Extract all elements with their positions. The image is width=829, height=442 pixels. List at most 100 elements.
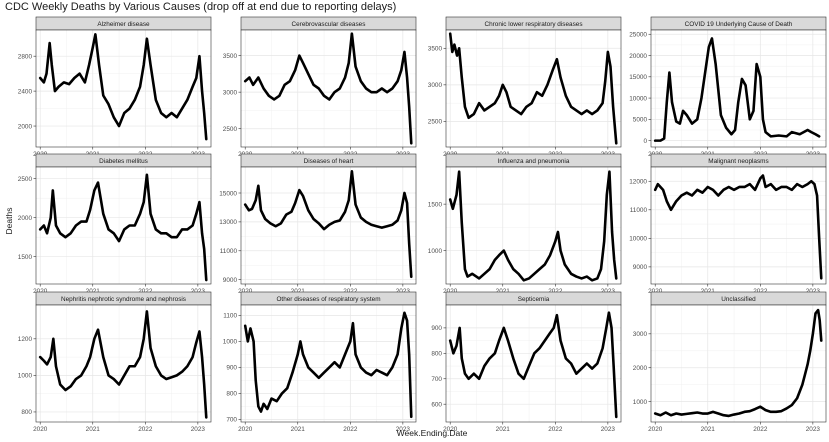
y-tick-label: 3000: [223, 89, 238, 96]
y-tick-label: 10000: [629, 236, 647, 243]
y-tick-label: 0: [643, 138, 647, 145]
x-tick-label: 2021: [291, 426, 306, 433]
x-tick-label: 2023: [601, 288, 616, 295]
panel-diseases-of-heart: Diseases of heart 9000 11000 13000 15000 2020…: [219, 153, 417, 295]
panel-background: [36, 305, 211, 422]
y-tick-label: 800: [226, 391, 237, 398]
y-tick-label: 1200: [18, 336, 33, 343]
y-tick-label: 9000: [223, 277, 238, 284]
panel-covid-19-underlying-cause-of-death: COVID 19 Underlying Cause of Death 0 5000 1…: [629, 16, 827, 158]
x-tick-label: 2023: [191, 426, 206, 433]
y-tick-label: 3000: [428, 82, 443, 89]
panel-border: [445, 166, 622, 285]
strip-label: Nephritis nephrotic syndrome and nephros…: [61, 296, 186, 303]
panel-other-diseases-of-respiratory-system: Other diseases of respiratory system 700 8…: [223, 291, 417, 433]
y-tick-label: 25000: [629, 32, 647, 39]
panel-background: [446, 167, 621, 284]
y-tick-label: 2000: [18, 123, 33, 130]
y-tick-label: 1500: [18, 254, 33, 261]
series-line: [448, 311, 618, 419]
x-tick-label: 2023: [191, 288, 206, 295]
panel-chronic-lower-respiratory-diseases: Chronic lower respiratory diseases 2500 30…: [428, 16, 622, 158]
panel-background: [36, 30, 211, 147]
series-line: [653, 308, 823, 418]
strip-label: Septicemia: [518, 296, 550, 303]
series-line: [448, 170, 618, 282]
panel-alzheimer-disease: Alzheimer disease20002400280020202021202…: [18, 16, 212, 158]
y-axis-title: Deaths: [4, 208, 14, 235]
y-tick-label: 1000: [633, 399, 648, 406]
y-tick-label: 10000: [629, 95, 647, 102]
x-tick-label: 2023: [806, 426, 821, 433]
x-tick-label: 2020: [238, 426, 253, 433]
x-tick-label: 2020: [443, 288, 458, 295]
x-tick-label: 2022: [753, 426, 768, 433]
panel-border: [240, 29, 417, 148]
strip-label: Cerebrovascular diseases: [292, 21, 366, 28]
x-tick-label: 2022: [753, 288, 768, 295]
panel-cerebrovascular-diseases: Cerebrovascular diseases2500300035002020…: [223, 16, 417, 158]
panel-border: [650, 166, 827, 285]
y-tick-label: 15000: [219, 190, 237, 197]
panel-background: [446, 305, 621, 422]
panel-border: [650, 304, 827, 423]
series-line: [38, 33, 208, 141]
x-tick-label: 2023: [396, 426, 411, 433]
x-tick-label: 2021: [86, 426, 101, 433]
y-tick-label: 700: [226, 417, 237, 424]
y-tick-label: 9000: [633, 264, 648, 271]
y-tick-label: 3500: [223, 53, 238, 60]
x-tick-label: 2023: [601, 426, 616, 433]
y-tick-label: 15000: [629, 74, 647, 81]
y-tick-label: 800: [21, 409, 32, 416]
panel-border: [35, 29, 212, 148]
x-tick-label: 2022: [138, 288, 153, 295]
x-tick-label: 2023: [806, 288, 821, 295]
panel-background: [446, 30, 621, 147]
y-tick-label: 800: [431, 351, 442, 358]
x-tick-label: 2021: [701, 426, 716, 433]
x-tick-label: 2020: [238, 288, 253, 295]
x-tick-label: 2022: [343, 426, 358, 433]
panel-border: [650, 29, 827, 148]
y-tick-label: 2500: [428, 119, 443, 126]
y-tick-label: 2000: [18, 215, 33, 222]
x-tick-label: 2021: [496, 426, 511, 433]
y-tick-label: 900: [431, 325, 442, 332]
x-tick-label: 2021: [701, 288, 716, 295]
panel-border: [35, 304, 212, 423]
panel-background: [36, 167, 211, 284]
strip-label: Other diseases of respiratory system: [276, 296, 380, 303]
y-tick-label: 13000: [219, 219, 237, 226]
strip-label: Diabetes mellitus: [99, 158, 148, 165]
x-tick-label: 2020: [648, 426, 663, 433]
y-tick-label: 2400: [18, 88, 33, 95]
x-tick-label: 2021: [86, 288, 101, 295]
y-tick-label: 1000: [428, 248, 443, 255]
panel-septicemia: Septicemia 600 700 800 900 2020 2021 2022 2023: [431, 291, 622, 433]
panel-influenza-and-pneumonia: Influenza and pneumonia 1000 1500 2020 2021 2…: [428, 153, 622, 295]
strip-label: Malignant neoplasms: [708, 158, 768, 165]
strip-label: Alzheimer disease: [97, 21, 150, 28]
strip-label: COVID 19 Underlying Cause of Death: [685, 21, 793, 28]
panel-border: [445, 304, 622, 423]
x-tick-label: 2020: [33, 426, 48, 433]
panel-border: [240, 304, 417, 423]
series-line: [243, 32, 413, 145]
y-tick-label: 2800: [18, 53, 33, 60]
y-tick-label: 1000: [18, 373, 33, 380]
x-tick-label: 2020: [33, 288, 48, 295]
chart-title: CDC Weekly Deaths by Various Causes (dro…: [5, 1, 397, 13]
x-tick-label: 2023: [396, 288, 411, 295]
panel-background: [651, 30, 826, 147]
y-tick-label: 1000: [223, 339, 238, 346]
x-tick-label: 2022: [343, 288, 358, 295]
y-tick-label: 2500: [223, 126, 238, 133]
x-tick-label: 2022: [138, 426, 153, 433]
y-tick-label: 1100: [223, 313, 237, 320]
panel-nephritis-nephrotic-syndrome-and-nephrosis: Nephritis nephrotic syndrome and nephros…: [18, 291, 212, 433]
y-tick-label: 12000: [629, 179, 647, 186]
panel-background: [241, 30, 416, 147]
panel-background: [651, 305, 826, 422]
